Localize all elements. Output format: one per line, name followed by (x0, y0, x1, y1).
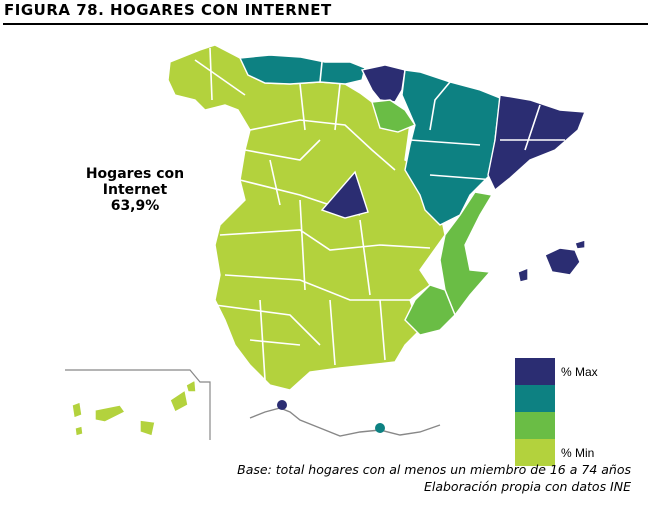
region-cataluna[interactable] (487, 94, 586, 192)
melilla-marker (375, 423, 385, 433)
region-madrid[interactable] (320, 170, 369, 219)
region-baleares[interactable] (544, 247, 581, 276)
region-valencia[interactable] (439, 191, 494, 317)
ceuta-marker (277, 400, 287, 410)
legend-row-max: % Max (515, 358, 598, 385)
legend-label-min: % Min (561, 445, 595, 460)
legend-swatch (515, 385, 555, 412)
footer-source-note: Elaboración propia con datos INE (423, 479, 631, 494)
legend: % Max % Min (515, 358, 598, 466)
legend-row-high (515, 385, 598, 412)
title-underline (3, 23, 648, 25)
footer-base-note: Base: total hogares con al menos un miem… (237, 462, 631, 477)
legend-swatch (515, 358, 555, 385)
stat-line1: Hogares con (85, 166, 185, 182)
north-africa-coast (249, 400, 441, 437)
stat-block: Hogares con Internet 63,9% (60, 166, 210, 214)
stat-value: 63,9% (110, 198, 160, 214)
region-murcia[interactable] (404, 284, 456, 336)
legend-swatch (515, 412, 555, 439)
figure-title: FIGURA 78. HOGARES CON INTERNET (4, 1, 332, 19)
legend-label-max: % Max (561, 364, 598, 379)
canarias-inset (65, 369, 211, 440)
legend-row-mid (515, 412, 598, 439)
region-pais-vasco[interactable] (360, 64, 406, 103)
stat-line2: Internet (102, 182, 168, 198)
region-asturias-cantabria[interactable] (238, 54, 366, 85)
legend-row-min: % Min (515, 439, 598, 466)
legend-swatch (515, 439, 555, 466)
